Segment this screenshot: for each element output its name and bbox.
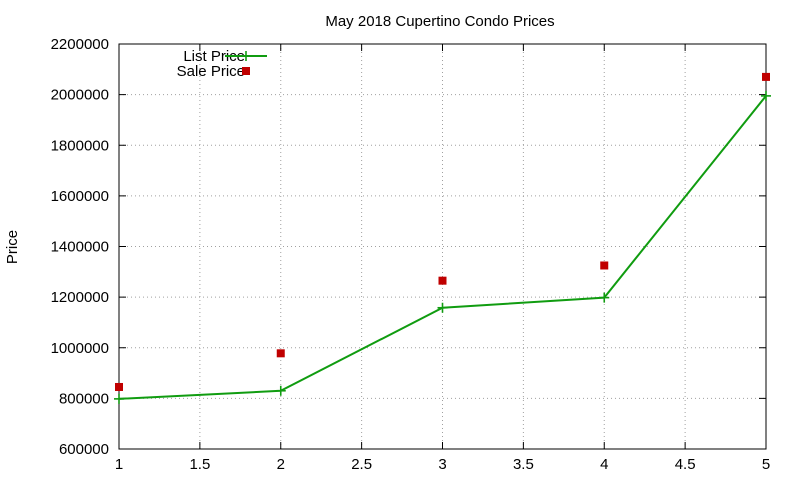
legend-label-list-price: List Price <box>183 48 245 65</box>
y-tick-label: 2000000 <box>51 87 109 104</box>
legend-swatch-list-price <box>225 51 267 61</box>
chart-title: May 2018 Cupertino Condo Prices <box>325 13 554 30</box>
x-tick-label: 4 <box>600 456 608 473</box>
data-point-list-price <box>599 292 610 303</box>
axes-layer: 1 1.5 2 2.5 3 3.5 4 4.5 5 600000 800000 1000000 1200… <box>51 36 771 473</box>
data-point-list-price <box>437 302 448 313</box>
legend-marker <box>242 67 250 75</box>
x-tick-label: 5 <box>762 456 770 473</box>
legend-label-sale-price: Sale Price <box>177 63 245 80</box>
y-tick-label: 1000000 <box>51 340 109 357</box>
y-tick-label: 1800000 <box>51 137 109 154</box>
data-point-sale-price <box>115 382 123 391</box>
data-point-list-price <box>761 90 771 101</box>
x-tick-label: 3 <box>438 456 446 473</box>
x-tick-label: 2 <box>277 456 285 473</box>
y-tick-label: 800000 <box>59 390 109 407</box>
series-layer <box>114 72 771 404</box>
x-tick-label: 3.5 <box>513 456 534 473</box>
data-point-sale-price <box>762 72 770 81</box>
y-tick-label: 1200000 <box>51 289 109 306</box>
x-tick-label: 4.5 <box>675 456 696 473</box>
data-point-list-price <box>114 393 124 404</box>
data-point-sale-price <box>600 261 609 270</box>
legend: List Price Sale Price <box>177 48 267 80</box>
y-tick-label: 2200000 <box>51 36 109 53</box>
y-tick-label: 1600000 <box>51 188 109 205</box>
data-point-list-price <box>275 385 286 396</box>
grid-layer <box>118 43 767 450</box>
legend-swatch-sale-price <box>242 67 250 75</box>
series-line-list-price <box>118 95 767 400</box>
data-point-sale-price <box>276 349 285 358</box>
y-tick-label: 1400000 <box>51 239 109 256</box>
data-point-sale-price <box>438 276 447 285</box>
x-tick-label: 2.5 <box>351 456 372 473</box>
x-tick-label: 1.5 <box>189 456 210 473</box>
x-tick-label: 1 <box>115 456 123 473</box>
y-tick-label: 600000 <box>59 441 109 458</box>
y-axis-label: Price <box>4 230 21 264</box>
legend-marker <box>241 51 251 61</box>
